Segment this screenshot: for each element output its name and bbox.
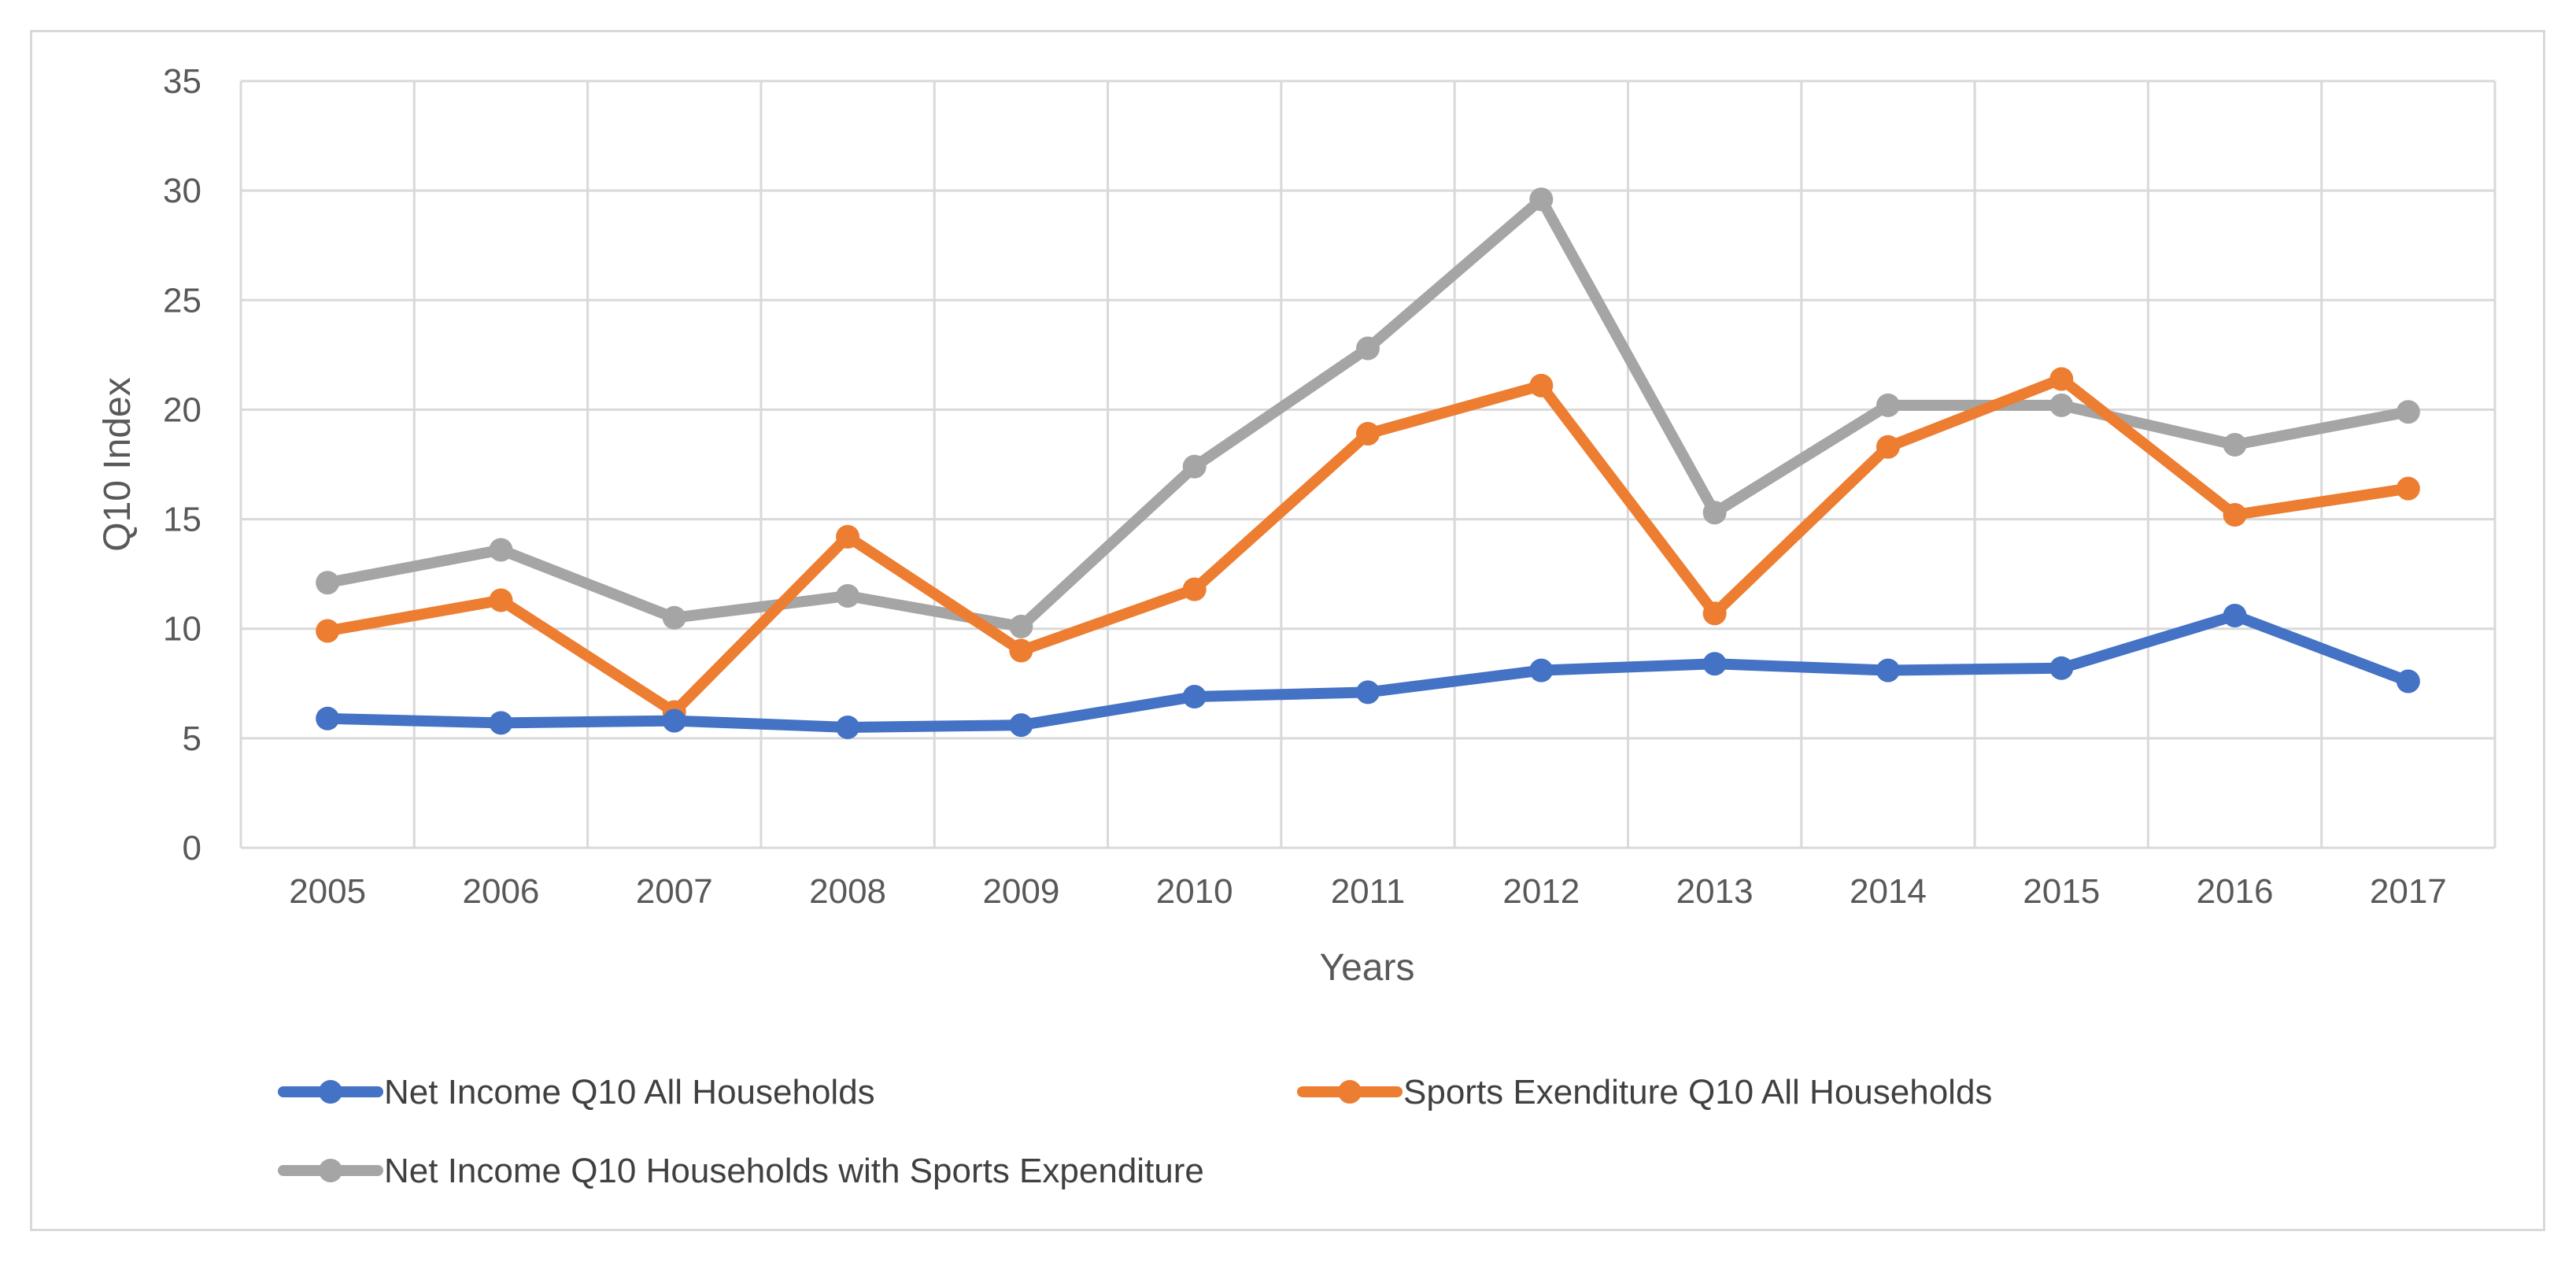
data-point <box>836 583 860 608</box>
data-point <box>1009 638 1033 663</box>
series-line <box>322 610 2414 733</box>
data-point <box>1702 601 1727 626</box>
legend: Net Income Q10 All Households Sports Exen… <box>278 1073 1992 1190</box>
data-point <box>836 715 860 739</box>
data-point <box>2223 503 2247 527</box>
y-axis-ticks: 0 5 10 15 20 25 30 35 <box>163 62 201 867</box>
data-point <box>316 571 340 595</box>
x-tick-label: 2010 <box>1156 872 1233 911</box>
data-point <box>489 711 513 735</box>
x-tick-label: 2013 <box>1676 872 1754 911</box>
data-point <box>662 605 686 630</box>
x-tick-label: 2014 <box>1850 872 1927 911</box>
legend-label: Net Income Q10 Households with Sports Ex… <box>384 1152 1204 1190</box>
x-tick-label: 2006 <box>463 872 540 911</box>
x-axis-title: Years <box>1320 947 1415 989</box>
data-point <box>1702 501 1727 525</box>
y-axis-title: Q10 Index <box>97 377 139 551</box>
y-tick-label: 0 <box>183 829 201 867</box>
y-tick-label: 5 <box>183 719 201 758</box>
data-point <box>1356 336 1380 361</box>
data-point <box>1009 713 1033 738</box>
x-tick-label: 2007 <box>636 872 713 911</box>
data-point <box>1182 454 1207 479</box>
data-point <box>2049 393 2074 417</box>
data-point <box>316 706 340 731</box>
series-1 <box>316 604 2420 739</box>
data-point <box>1529 187 1554 212</box>
legend-label: Sports Exenditure Q10 All Households <box>1403 1073 1992 1111</box>
x-tick-label: 2015 <box>2023 872 2100 911</box>
series-3 <box>316 187 2420 638</box>
data-point <box>316 619 340 643</box>
y-tick-label: 15 <box>163 501 201 539</box>
x-tick-label: 2017 <box>2370 872 2447 911</box>
legend-swatch-marker <box>319 1159 342 1182</box>
x-tick-label: 2011 <box>1331 872 1406 911</box>
y-tick-label: 10 <box>163 610 201 649</box>
x-tick-label: 2012 <box>1502 872 1580 911</box>
data-point <box>1876 658 1900 682</box>
y-tick-label: 20 <box>163 390 201 429</box>
x-tick-label: 2016 <box>2197 872 2274 911</box>
legend-item: Net Income Q10 All Households <box>278 1073 875 1111</box>
data-point <box>1702 652 1727 676</box>
data-point <box>836 524 860 549</box>
x-tick-label: 2009 <box>982 872 1059 911</box>
data-point <box>1876 393 1900 417</box>
legend-item: Sports Exenditure Q10 All Households <box>1297 1073 1992 1111</box>
data-point <box>2396 669 2420 694</box>
data-point <box>489 588 513 612</box>
data-point <box>1356 422 1380 446</box>
data-point <box>1182 577 1207 601</box>
data-point <box>2049 367 2074 391</box>
y-tick-label: 35 <box>163 62 201 101</box>
y-tick-label: 25 <box>163 281 201 320</box>
data-point <box>2223 432 2247 457</box>
x-tick-label: 2008 <box>809 872 886 911</box>
data-point <box>2396 476 2420 501</box>
data-point <box>662 708 686 733</box>
data-point <box>2396 400 2420 424</box>
legend-swatch-marker <box>319 1080 342 1104</box>
x-tick-label: 2005 <box>289 872 366 911</box>
data-point <box>1182 684 1207 708</box>
x-axis-ticks: 2005 2006 2007 2008 2009 2010 2011 2012 2013 2014… <box>289 872 2447 911</box>
chart-frame <box>30 30 2545 1231</box>
legend-item: Net Income Q10 Households with Sports Ex… <box>278 1152 1204 1190</box>
data-point <box>1529 658 1554 682</box>
data-point <box>2049 656 2074 680</box>
data-point <box>489 538 513 562</box>
gridlines <box>239 80 2497 849</box>
data-point <box>2223 604 2247 628</box>
legend-swatch-marker <box>1338 1080 1362 1104</box>
data-point <box>1009 614 1033 638</box>
y-tick-label: 30 <box>163 172 201 210</box>
data-point <box>1876 435 1900 459</box>
data-point <box>1529 373 1554 398</box>
series-lines <box>316 187 2420 739</box>
data-point <box>1356 680 1380 705</box>
legend-label: Net Income Q10 All Households <box>384 1073 875 1111</box>
